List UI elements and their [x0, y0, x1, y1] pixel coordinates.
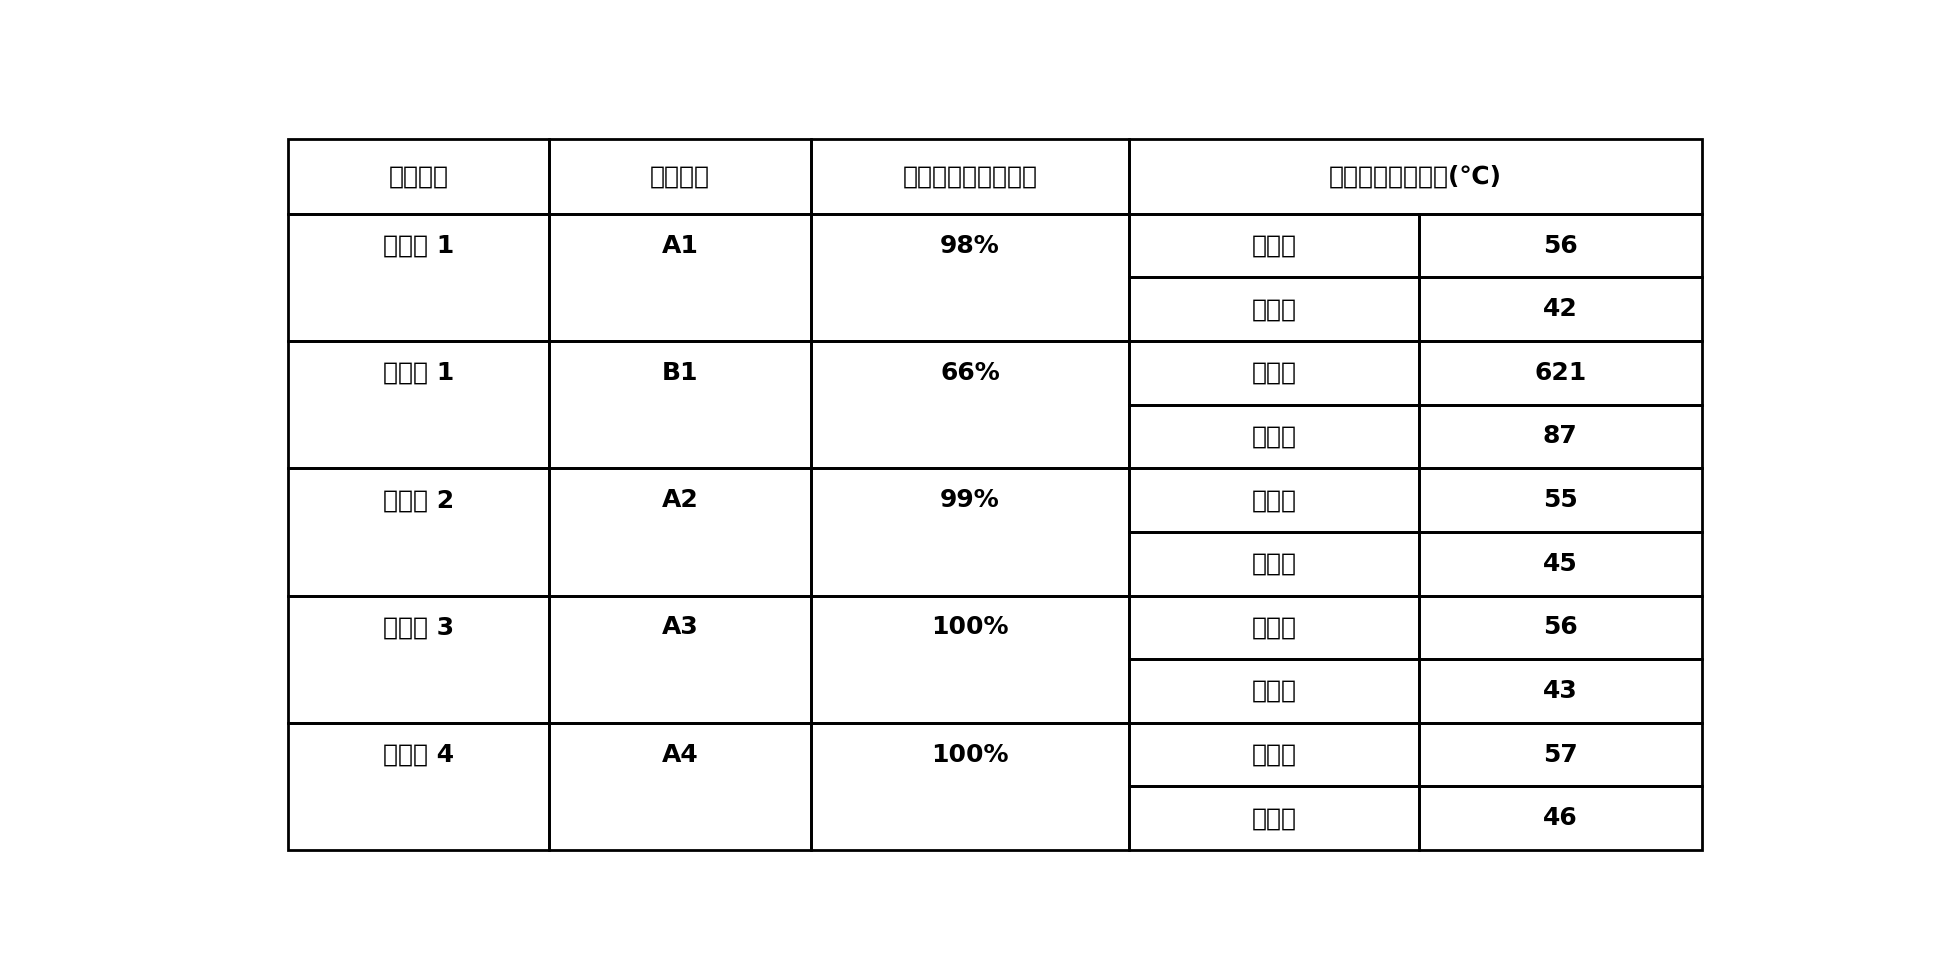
Text: 56: 56	[1543, 615, 1578, 640]
Text: 99%: 99%	[939, 488, 1000, 512]
Text: 45: 45	[1543, 552, 1578, 575]
Bar	[1419, 404, 1702, 469]
Bar	[811, 469, 1130, 596]
Text: 最大值: 最大值	[1252, 743, 1297, 767]
Bar	[287, 139, 549, 214]
Text: 过充性能测试通过率: 过充性能测试通过率	[903, 164, 1038, 189]
Bar	[1419, 596, 1702, 659]
Text: 最大值: 最大值	[1252, 488, 1297, 512]
Text: A3: A3	[662, 615, 699, 640]
Text: 最大值: 最大值	[1252, 615, 1297, 640]
Bar	[1130, 341, 1419, 404]
Text: A1: A1	[662, 233, 699, 258]
Bar	[811, 139, 1130, 214]
Text: 43: 43	[1543, 679, 1578, 703]
Bar	[549, 723, 811, 850]
Bar	[1419, 723, 1702, 786]
Text: 100%: 100%	[932, 743, 1009, 767]
Text: A4: A4	[662, 743, 699, 767]
Bar	[1130, 139, 1702, 214]
Bar	[1419, 786, 1702, 850]
Text: 55: 55	[1543, 488, 1578, 512]
Text: A2: A2	[662, 488, 699, 512]
Text: 100%: 100%	[932, 615, 1009, 640]
Bar	[549, 139, 811, 214]
Bar	[1130, 469, 1419, 532]
Text: 最大值: 最大值	[1252, 233, 1297, 258]
Text: 最小值: 最小值	[1252, 425, 1297, 448]
Bar	[1419, 469, 1702, 532]
Bar	[1130, 277, 1419, 341]
Bar	[1419, 214, 1702, 277]
Bar	[549, 469, 811, 596]
Text: 最大值: 最大值	[1252, 361, 1297, 385]
Text: 对比例 1: 对比例 1	[382, 361, 454, 385]
Text: 621: 621	[1533, 361, 1586, 385]
Text: 最小值: 最小值	[1252, 807, 1297, 830]
Text: 46: 46	[1543, 807, 1578, 830]
Text: 66%: 66%	[939, 361, 1000, 385]
Text: 实施例 3: 实施例 3	[382, 615, 454, 640]
Text: 98%: 98%	[939, 233, 1000, 258]
Bar	[1419, 277, 1702, 341]
Bar	[1130, 596, 1419, 659]
Text: 42: 42	[1543, 297, 1578, 321]
Bar	[549, 214, 811, 341]
Text: 实施例 4: 实施例 4	[382, 743, 454, 767]
Text: B1: B1	[662, 361, 699, 385]
Bar	[1419, 659, 1702, 723]
Bar	[549, 596, 811, 723]
Bar	[287, 469, 549, 596]
Text: 实施例 2: 实施例 2	[382, 488, 454, 512]
Text: 电池编号: 电池编号	[650, 164, 710, 189]
Text: 电池来源: 电池来源	[388, 164, 448, 189]
Bar	[1130, 786, 1419, 850]
Text: 最小值: 最小值	[1252, 552, 1297, 575]
Bar	[811, 596, 1130, 723]
Bar	[1130, 214, 1419, 277]
Bar	[1130, 404, 1419, 469]
Text: 57: 57	[1543, 743, 1578, 767]
Bar	[811, 723, 1130, 850]
Text: 87: 87	[1543, 425, 1578, 448]
Bar	[1419, 341, 1702, 404]
Bar	[549, 341, 811, 469]
Text: 电池表面最高温度(℃): 电池表面最高温度(℃)	[1330, 164, 1502, 189]
Bar	[1419, 532, 1702, 596]
Bar	[1130, 723, 1419, 786]
Text: 最小值: 最小值	[1252, 297, 1297, 321]
Text: 最小值: 最小值	[1252, 679, 1297, 703]
Bar	[1130, 532, 1419, 596]
Bar	[287, 214, 549, 341]
Bar	[811, 341, 1130, 469]
Bar	[287, 723, 549, 850]
Text: 实施例 1: 实施例 1	[382, 233, 454, 258]
Bar	[811, 214, 1130, 341]
Bar	[287, 341, 549, 469]
Text: 56: 56	[1543, 233, 1578, 258]
Bar	[287, 596, 549, 723]
Bar	[1130, 659, 1419, 723]
